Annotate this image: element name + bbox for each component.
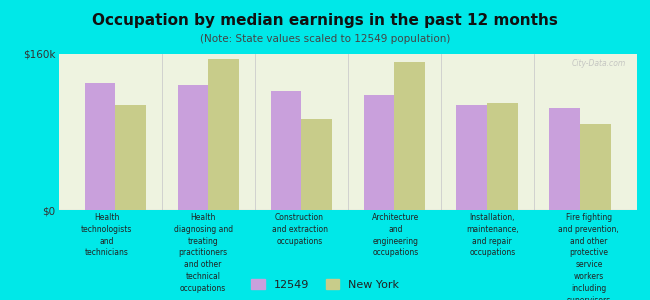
- Text: Occupation by median earnings in the past 12 months: Occupation by median earnings in the pas…: [92, 14, 558, 28]
- Text: Health
technologists
and
technicians: Health technologists and technicians: [81, 213, 133, 257]
- Bar: [302, 119, 332, 210]
- Text: Installation,
maintenance,
and repair
occupations: Installation, maintenance, and repair oc…: [466, 213, 519, 257]
- Bar: [487, 103, 518, 210]
- Text: Health
diagnosing and
treating
practitioners
and other
technical
occupations: Health diagnosing and treating practitio…: [174, 213, 233, 293]
- Bar: [580, 124, 611, 210]
- Legend: 12549, New York: 12549, New York: [247, 275, 403, 294]
- Text: City-Data.com: City-Data.com: [571, 59, 625, 68]
- Text: Architecture
and
engineering
occupations: Architecture and engineering occupations: [372, 213, 420, 257]
- Text: Fire fighting
and prevention,
and other
protective
service
workers
including
sup: Fire fighting and prevention, and other …: [558, 213, 619, 300]
- Text: Construction
and extraction
occupations: Construction and extraction occupations: [272, 213, 328, 246]
- Bar: [270, 91, 302, 210]
- Bar: [394, 62, 425, 210]
- Bar: [209, 59, 239, 210]
- Bar: [177, 85, 209, 210]
- Bar: [549, 108, 580, 210]
- Text: (Note: State values scaled to 12549 population): (Note: State values scaled to 12549 popu…: [200, 34, 450, 44]
- Bar: [116, 105, 146, 210]
- Bar: [363, 95, 394, 210]
- Bar: [456, 105, 487, 210]
- Bar: [84, 83, 116, 210]
